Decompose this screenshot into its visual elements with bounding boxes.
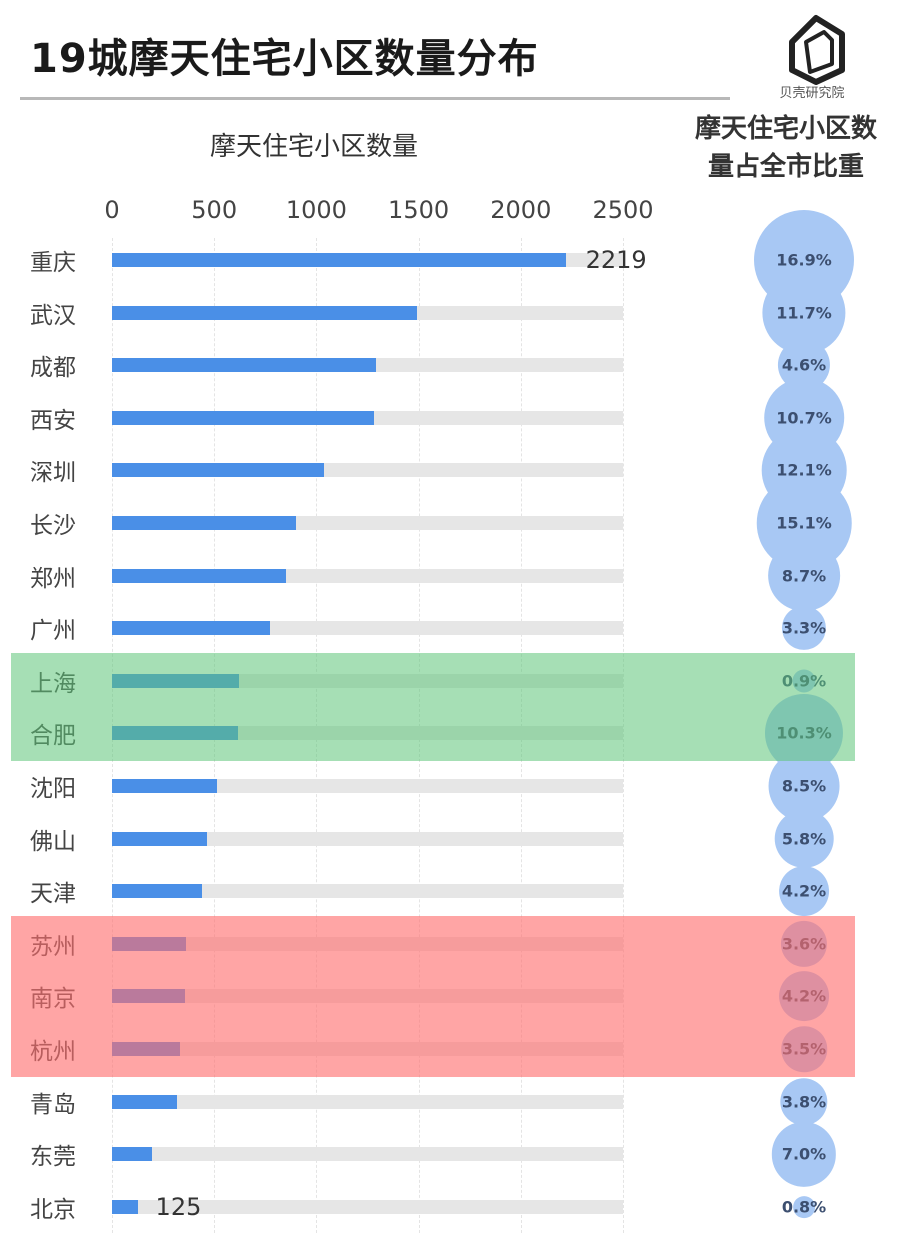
x-tick-label: 2500	[592, 196, 654, 224]
share-percent-label: 0.8%	[781, 1197, 827, 1217]
share-bubble	[781, 606, 827, 651]
share-bubble	[768, 539, 840, 612]
share-percent-label: 4.6%	[781, 355, 827, 375]
title-divider	[20, 97, 730, 100]
share-percent-label: 12.1%	[776, 460, 832, 480]
bar-track	[112, 1147, 623, 1162]
bar	[112, 516, 297, 530]
city-label: 沈阳	[30, 776, 76, 802]
city-label: 深圳	[30, 460, 76, 487]
bar-chart-subtitle: 摩天住宅小区数量	[210, 132, 419, 162]
share-bubble	[780, 1077, 828, 1126]
bar-track	[112, 884, 623, 899]
bar	[112, 621, 270, 636]
bar-track	[112, 779, 623, 793]
city-label: 西安	[30, 407, 76, 434]
share-percent-label: 4.2%	[781, 881, 827, 901]
share-percent-label: 15.1%	[776, 513, 832, 533]
city-label: 重庆	[30, 250, 76, 276]
share-percent-label: 8.7%	[781, 566, 827, 586]
share-percent-label: 10.7%	[776, 408, 832, 428]
bar	[112, 410, 375, 425]
share-percent-label: 11.7%	[776, 303, 832, 323]
city-label: 成都	[30, 355, 76, 382]
bar	[112, 463, 325, 478]
bar	[112, 1199, 138, 1214]
share-bubble	[771, 1122, 837, 1187]
city-label: 武汉	[30, 302, 76, 329]
bar-track	[112, 1199, 623, 1214]
bar	[112, 779, 218, 793]
bar-value-label: 2219	[585, 246, 647, 274]
share-bubble	[779, 866, 829, 917]
highlight-band-green	[11, 652, 855, 762]
logo-text: 贝壳研究院	[779, 86, 845, 101]
bar	[112, 253, 566, 267]
bar-track	[112, 831, 623, 846]
city-label: 佛山	[30, 828, 76, 855]
city-label: 广州	[30, 618, 76, 645]
city-label: 北京	[30, 1196, 76, 1223]
x-tick-label: 0	[104, 196, 120, 224]
bar	[112, 1094, 177, 1109]
share-percent-label: 3.3%	[781, 618, 827, 638]
x-tick-label: 500	[191, 196, 238, 224]
chart-title: 19城摩天住宅小区数量分布	[30, 36, 539, 82]
bar	[112, 358, 377, 373]
city-label: 东莞	[30, 1144, 76, 1171]
bubble-chart-subtitle: 摩天住宅小区数 量占全市比重	[668, 110, 904, 186]
bar-track	[112, 1094, 623, 1109]
x-tick-label: 1000	[285, 196, 347, 224]
share-percent-label: 3.8%	[781, 1092, 827, 1112]
share-bubble	[774, 809, 834, 868]
share-bubble	[793, 1195, 815, 1218]
bar	[112, 568, 287, 583]
beike-logo-icon	[789, 15, 845, 85]
highlight-band-red	[11, 915, 855, 1077]
x-tick-label: 1500	[388, 196, 450, 224]
bar	[112, 831, 208, 846]
city-label: 长沙	[30, 513, 76, 539]
bar-value-label: 125	[155, 1192, 202, 1221]
bar	[112, 1147, 153, 1162]
x-tick-label: 2000	[490, 196, 552, 224]
share-percent-label: 7.0%	[781, 1144, 827, 1164]
bubble-subtitle-line1: 摩天住宅小区数	[694, 114, 877, 144]
city-label: 天津	[30, 881, 76, 908]
city-label: 青岛	[30, 1091, 76, 1118]
share-percent-label: 8.5%	[781, 776, 827, 796]
bar	[112, 305, 417, 320]
share-percent-label: 5.8%	[781, 829, 827, 849]
bar	[112, 884, 203, 899]
city-label: 郑州	[30, 565, 76, 592]
share-percent-label: 16.9%	[776, 250, 832, 270]
bubble-subtitle-line2: 量占全市比重	[707, 152, 864, 182]
